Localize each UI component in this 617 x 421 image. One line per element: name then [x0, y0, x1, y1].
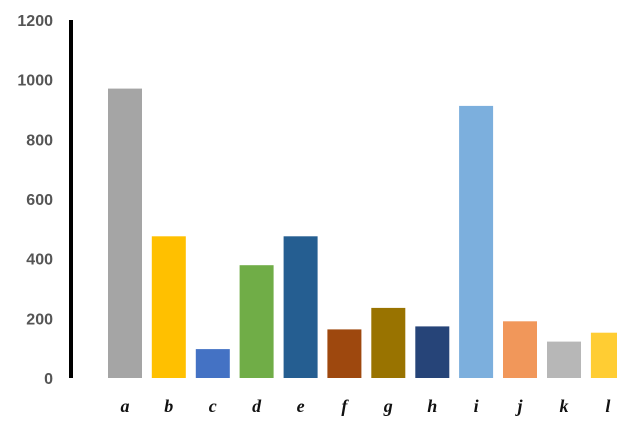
- y-tick-label: 1200: [17, 13, 53, 30]
- x-tick-label-g: g: [383, 396, 393, 416]
- bar-f: [327, 329, 362, 378]
- bar-h: [415, 326, 450, 378]
- bar-k: [547, 341, 581, 378]
- y-tick-label: 200: [26, 311, 53, 328]
- y-axis-ticks: 0 200 400 600 800 1000 1200: [17, 13, 53, 388]
- y-tick-label: 400: [26, 252, 53, 269]
- y-tick-label: 0: [44, 371, 53, 388]
- bar-a: [108, 88, 142, 378]
- x-tick-label-c: c: [209, 396, 217, 416]
- x-tick-label-b: b: [164, 396, 173, 416]
- x-tick-label-h: h: [427, 396, 437, 416]
- bar-i: [459, 105, 494, 379]
- x-tick-label-f: f: [341, 396, 349, 416]
- bar-g: [371, 307, 406, 378]
- bar-e: [283, 236, 318, 378]
- x-tick-label-a: a: [121, 396, 130, 416]
- bars: [108, 88, 617, 379]
- x-tick-label-j: j: [514, 396, 523, 416]
- bar-l: [590, 332, 617, 378]
- bar-b: [151, 236, 186, 378]
- y-tick-label: 800: [26, 132, 53, 149]
- y-tick-label: 600: [26, 192, 53, 209]
- x-axis-ticks: a b c d e f g h i j k l: [121, 396, 611, 416]
- x-tick-label-d: d: [252, 396, 262, 416]
- x-tick-label-e: e: [297, 396, 305, 416]
- x-tick-label-l: l: [605, 396, 610, 416]
- bar-c: [195, 349, 230, 378]
- x-tick-label-i: i: [474, 396, 479, 416]
- bar-j: [503, 321, 537, 378]
- bar-d: [239, 265, 274, 378]
- x-tick-label-k: k: [560, 396, 569, 416]
- y-tick-label: 1000: [17, 73, 53, 90]
